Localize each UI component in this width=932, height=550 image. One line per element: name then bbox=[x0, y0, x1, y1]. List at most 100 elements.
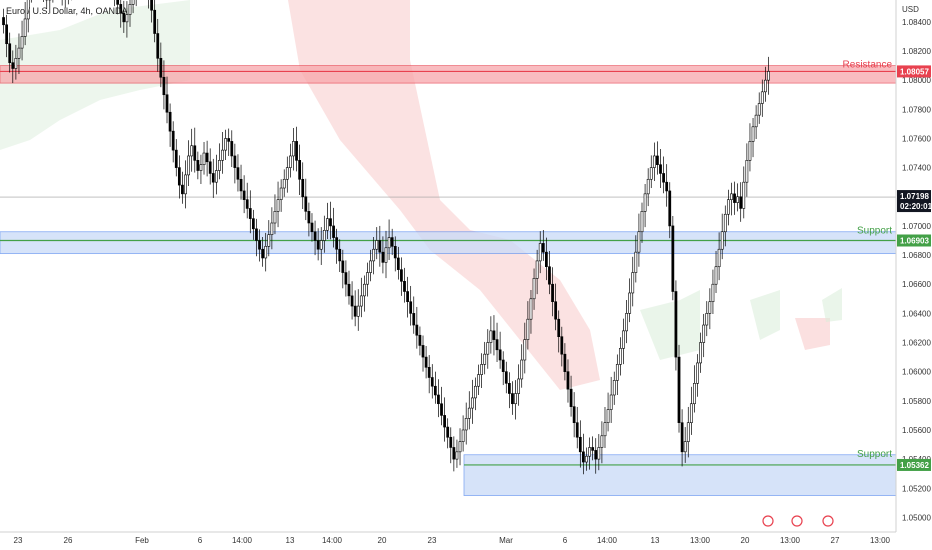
x-tick-label: 13:00 bbox=[870, 536, 891, 545]
candle-body bbox=[665, 181, 669, 192]
candle-body bbox=[396, 257, 400, 270]
candle bbox=[282, 169, 286, 197]
candle bbox=[668, 182, 672, 239]
candle-body bbox=[128, 4, 132, 15]
x-tick-label: 6 bbox=[563, 536, 568, 545]
candle bbox=[739, 182, 743, 222]
candle bbox=[148, 0, 149, 9]
candle-body bbox=[699, 342, 702, 364]
candle bbox=[316, 228, 320, 261]
candle bbox=[514, 380, 517, 420]
candle bbox=[153, 0, 157, 43]
candle bbox=[492, 315, 496, 356]
candle-body bbox=[208, 161, 212, 174]
candle-body bbox=[763, 79, 767, 93]
candle-body bbox=[461, 429, 465, 442]
candle-body bbox=[717, 248, 721, 268]
candle bbox=[224, 129, 227, 161]
candle-body bbox=[400, 269, 403, 282]
candle-body bbox=[236, 167, 240, 180]
y-tick-label: 1.07000 bbox=[902, 222, 931, 231]
candle-body bbox=[551, 283, 554, 303]
candle bbox=[554, 283, 558, 331]
candle bbox=[375, 227, 379, 260]
cloud-red-center bbox=[288, 0, 600, 390]
candle bbox=[526, 301, 530, 350]
candle-body bbox=[390, 237, 394, 247]
candle bbox=[261, 236, 265, 267]
candle-body bbox=[646, 178, 650, 195]
candle-body bbox=[683, 441, 687, 453]
candle bbox=[754, 105, 758, 140]
candle bbox=[480, 353, 483, 388]
candle-body bbox=[446, 426, 450, 438]
candle bbox=[545, 237, 548, 281]
candle-body bbox=[168, 111, 172, 132]
candle-body bbox=[702, 324, 706, 343]
candle-body bbox=[622, 330, 625, 349]
candle bbox=[504, 361, 508, 394]
candle bbox=[711, 269, 715, 314]
candle bbox=[174, 139, 178, 177]
candle bbox=[372, 236, 376, 275]
candle-body bbox=[211, 173, 215, 183]
candle-body bbox=[689, 403, 693, 423]
candle-body bbox=[187, 155, 190, 176]
candle bbox=[622, 318, 625, 365]
candle bbox=[381, 236, 385, 274]
candle-body bbox=[449, 436, 453, 448]
candle-body bbox=[726, 199, 730, 215]
x-tick-label: 14:00 bbox=[322, 536, 343, 545]
y-tick-label: 1.08200 bbox=[902, 47, 931, 56]
candle-body bbox=[643, 193, 647, 212]
candle-body bbox=[412, 313, 416, 326]
candle bbox=[634, 235, 638, 283]
candle-body bbox=[668, 190, 672, 227]
candle-body bbox=[455, 451, 459, 460]
candle bbox=[474, 377, 477, 411]
candle bbox=[730, 182, 733, 216]
candle-body bbox=[578, 436, 582, 453]
candle-body bbox=[585, 455, 588, 463]
candle-body bbox=[693, 383, 696, 405]
price-tag-text-countdown: 02:20:01 bbox=[900, 202, 932, 211]
candle-body bbox=[680, 422, 684, 453]
candle-body bbox=[156, 33, 160, 59]
candle bbox=[696, 354, 699, 397]
candle bbox=[48, 0, 52, 14]
candle-body bbox=[289, 155, 292, 168]
cloud-green-far-right bbox=[822, 288, 842, 322]
candle-body bbox=[350, 295, 354, 307]
candle bbox=[551, 267, 554, 317]
candle bbox=[495, 322, 499, 363]
candle-body bbox=[489, 330, 493, 343]
candle bbox=[20, 20, 24, 61]
candle bbox=[446, 418, 450, 449]
candle bbox=[245, 182, 249, 219]
y-tick-label: 1.06000 bbox=[902, 368, 931, 377]
candle-body bbox=[615, 364, 619, 381]
candle bbox=[359, 277, 363, 318]
candle bbox=[356, 289, 360, 331]
candle bbox=[184, 160, 187, 209]
candle bbox=[248, 190, 252, 234]
candle-body bbox=[261, 248, 265, 259]
candle-body bbox=[600, 435, 604, 448]
candle-body bbox=[677, 356, 681, 423]
candle bbox=[236, 154, 240, 192]
candle-body bbox=[745, 160, 749, 183]
x-tick-label: 26 bbox=[64, 536, 73, 545]
candle bbox=[353, 290, 357, 327]
candle bbox=[600, 421, 604, 464]
candle-body bbox=[545, 251, 548, 268]
candle bbox=[119, 0, 123, 28]
candle-body bbox=[2, 17, 5, 26]
candle bbox=[640, 202, 644, 243]
candle-body bbox=[474, 385, 477, 399]
candle-body bbox=[190, 145, 194, 157]
candle-body bbox=[393, 246, 397, 259]
candle bbox=[455, 439, 459, 468]
candle bbox=[733, 181, 736, 215]
event-flag-icon bbox=[791, 515, 803, 527]
